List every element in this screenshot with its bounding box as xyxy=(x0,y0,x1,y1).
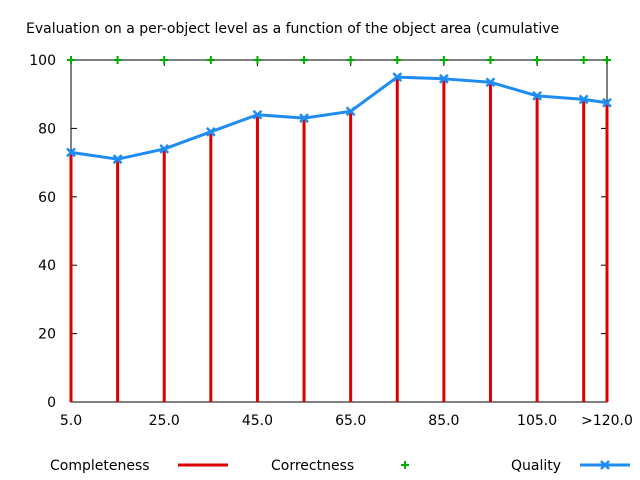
x-tick-label: >120.0 xyxy=(581,413,633,429)
correctness-point xyxy=(393,56,402,64)
correctness-point xyxy=(579,56,588,64)
correctness-point xyxy=(603,56,611,64)
y-tick-label: 40 xyxy=(38,258,56,274)
quality-point xyxy=(299,113,309,124)
x-tick-label: 105.0 xyxy=(517,413,557,429)
legend-swatch-correctness xyxy=(401,461,409,469)
quality-point xyxy=(602,97,612,108)
correctness-point xyxy=(439,56,448,64)
legend-label-correctness: Correctness xyxy=(271,458,354,474)
correctness-point xyxy=(533,56,542,64)
quality-line xyxy=(70,75,608,161)
x-tick-label: 45.0 xyxy=(242,413,273,429)
y-tick-label: 80 xyxy=(38,121,56,137)
plot-frame xyxy=(70,59,608,403)
y-tick-label: 60 xyxy=(38,190,56,206)
quality-point xyxy=(532,91,542,101)
quality-point xyxy=(252,109,263,120)
y-tick-label: 20 xyxy=(38,327,56,343)
x-tick-label: 25.0 xyxy=(149,413,180,429)
quality-point xyxy=(205,126,216,137)
chart-title: Evaluation on a per-object level as a fu… xyxy=(26,21,559,37)
x-tick-label: 65.0 xyxy=(335,413,366,429)
x-tick-label: 85.0 xyxy=(428,413,459,429)
quality-point xyxy=(438,73,449,84)
quality-point xyxy=(485,77,496,88)
x-tick-label: 5.0 xyxy=(60,413,82,429)
correctness-point xyxy=(113,56,122,64)
legend: Completeness Correctness Quality xyxy=(50,458,630,474)
correctness-point xyxy=(206,56,215,64)
legend-label-quality: Quality xyxy=(511,458,561,474)
correctness-point xyxy=(300,56,309,64)
correctness-point xyxy=(160,56,169,64)
correctness-point xyxy=(346,56,355,64)
quality-point xyxy=(345,106,356,117)
y-tick-label: 100 xyxy=(29,53,56,69)
plot-area: 0 20 40 60 80 100 5.0 25.0 45.0 65.0 85.0 105.0 >120… xyxy=(29,53,633,429)
legend-label-completeness: Completeness xyxy=(50,458,150,474)
quality-point xyxy=(392,72,403,82)
correctness-point xyxy=(67,56,75,64)
y-tick-label: 0 xyxy=(47,395,56,411)
correctness-point xyxy=(253,56,262,64)
quality-point xyxy=(112,154,123,165)
quality-point xyxy=(66,147,76,158)
quality-point xyxy=(159,144,170,154)
legend-swatch-quality-marker xyxy=(600,460,610,470)
correctness-point xyxy=(486,56,495,64)
quality-point xyxy=(578,94,589,105)
